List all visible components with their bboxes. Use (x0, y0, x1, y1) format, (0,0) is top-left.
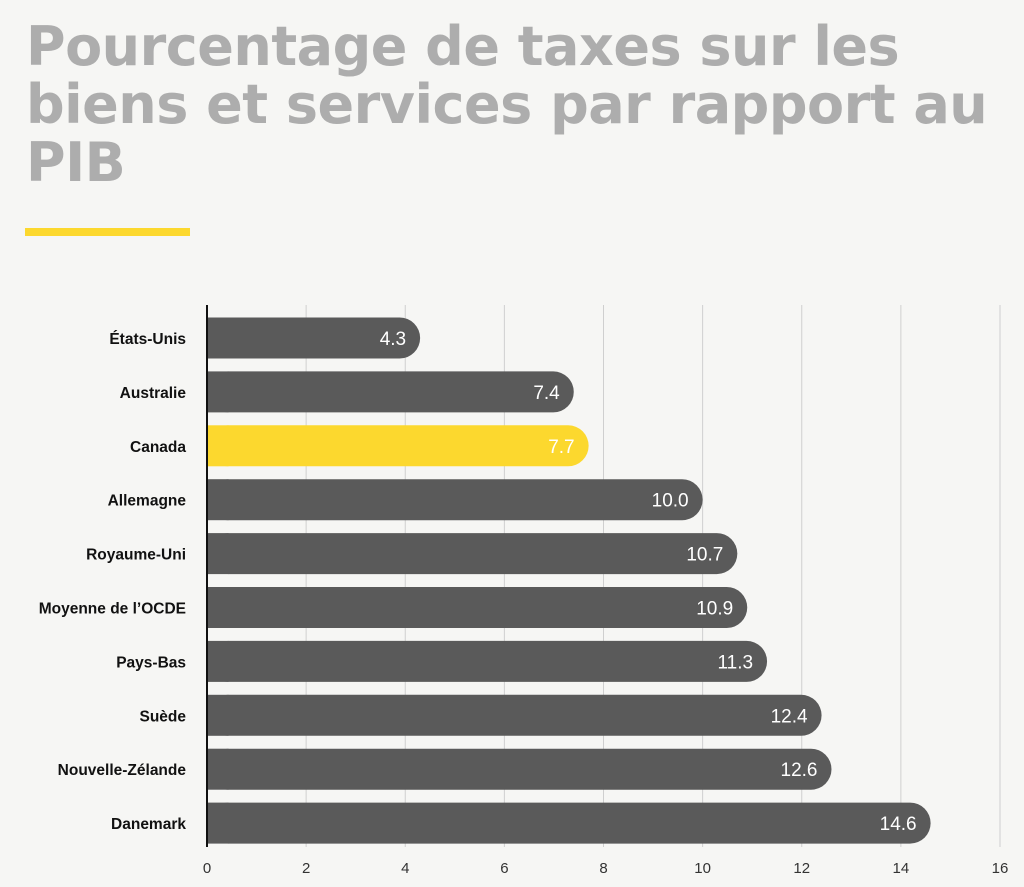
bar (208, 317, 421, 359)
x-tick-label: 12 (793, 860, 810, 877)
bar (208, 802, 931, 844)
x-tick-labels: 0 2 4 6 8 10 12 14 16 (203, 860, 1009, 877)
bar-value-label: 12.4 (771, 706, 808, 727)
bar-value-label: 4.3 (380, 329, 406, 350)
bar-left-cap (208, 587, 229, 628)
category-label: Suède (139, 708, 186, 725)
bar-value-label: 10.9 (696, 599, 733, 620)
x-tick-label: 4 (401, 860, 409, 877)
bar (208, 587, 748, 628)
title-accent-bar (25, 228, 190, 236)
bar (208, 694, 822, 736)
bar (208, 533, 738, 575)
bar-left-cap (208, 533, 229, 575)
x-tick-label: 10 (694, 860, 711, 877)
x-tick-label: 14 (893, 860, 910, 877)
bar-highlight (208, 425, 589, 467)
bar-left-cap (208, 748, 229, 790)
bar-left-cap (208, 371, 229, 413)
bar-value-label: 14.6 (880, 814, 917, 835)
bar-left-cap (208, 479, 229, 521)
category-label: Moyenne de l’OCDE (39, 601, 186, 618)
bars: 4.3 7.4 7.7 10.0 10.7 10.9 11.3 12.4 12.6 14.6 (208, 317, 931, 844)
x-tick-label: 2 (302, 860, 310, 877)
bar-left-cap (208, 317, 229, 359)
bar-chart: 4.3 7.4 7.7 10.0 10.7 10.9 11.3 12.4 12.6 14.6 Ét… (39, 305, 1009, 877)
x-tick-label: 0 (203, 860, 211, 877)
category-labels: États-Unis Australie Canada Allemagne Royaum… (39, 331, 187, 833)
category-label: Canada (130, 439, 186, 456)
bar-value-label: 7.7 (548, 437, 574, 458)
category-label: Allemagne (108, 493, 187, 510)
x-tick-label: 8 (599, 860, 607, 877)
bar-value-label: 7.4 (533, 383, 560, 404)
bar-left-cap (208, 802, 229, 844)
x-tick-label: 6 (500, 860, 508, 877)
bar-value-label: 10.0 (652, 491, 689, 512)
bar (208, 479, 703, 521)
bar-left-cap (208, 640, 229, 682)
bar (208, 640, 768, 682)
category-label: Danemark (111, 816, 186, 833)
category-label: Royaume-Uni (86, 547, 186, 564)
category-label: Australie (120, 385, 187, 402)
bar-left-cap (208, 694, 229, 736)
category-label: États-Unis (109, 331, 186, 348)
category-label: Pays-Bas (116, 654, 186, 671)
bar-left-cap (208, 425, 229, 467)
bar (208, 748, 832, 790)
bar (208, 371, 574, 413)
category-label: Nouvelle-Zélande (58, 762, 187, 779)
bar-value-label: 12.6 (781, 760, 818, 781)
bar-value-label: 11.3 (717, 652, 753, 673)
x-tick-label: 16 (992, 860, 1009, 877)
bar-value-label: 10.7 (686, 545, 723, 566)
chart-title: Pourcentage de taxes sur les biens et se… (26, 15, 988, 194)
